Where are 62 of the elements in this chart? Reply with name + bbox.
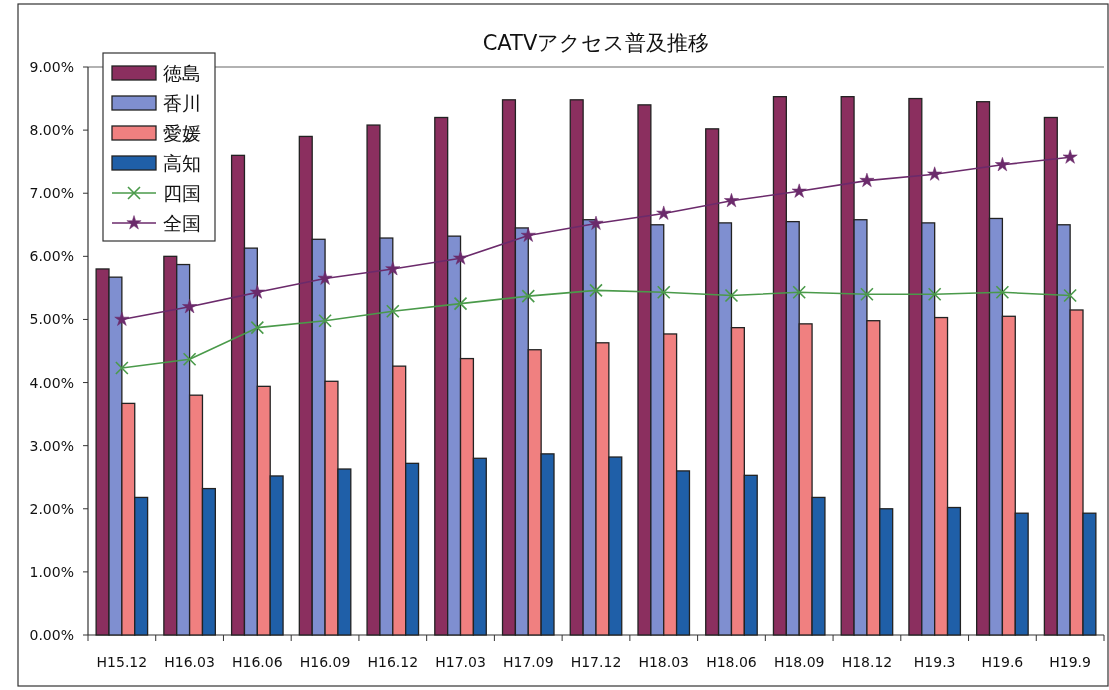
point <box>859 172 875 187</box>
y-tick-label: 9.00% <box>29 59 74 75</box>
point <box>1063 288 1077 303</box>
point <box>724 193 739 208</box>
x-tick-label: H18.09 <box>773 654 825 670</box>
point <box>453 250 468 265</box>
x-tick-label: H16.09 <box>299 654 351 670</box>
point <box>792 285 806 300</box>
point <box>114 311 130 326</box>
point <box>115 361 129 375</box>
chart-title: CATVアクセス普及推移 <box>482 31 710 55</box>
y-tick-label: 8.00% <box>29 122 74 139</box>
legend-label: 全国 <box>163 212 201 234</box>
x-tick-label: H15.12 <box>96 654 148 670</box>
x-tick-label: H16.03 <box>164 654 215 670</box>
legend-label: 徳島 <box>163 62 201 84</box>
point <box>1062 149 1078 164</box>
point <box>182 352 197 366</box>
point <box>385 261 401 276</box>
point <box>656 205 672 220</box>
point <box>927 287 942 301</box>
point <box>453 296 468 311</box>
point <box>860 287 874 301</box>
x-tick-label: H18.12 <box>841 654 893 670</box>
y-tick-label: 0.00% <box>29 627 74 643</box>
point <box>656 285 671 300</box>
x-tick-label: H17.12 <box>570 654 622 670</box>
point <box>182 299 197 314</box>
x-tick-label: H18.06 <box>706 654 757 670</box>
x-tick-label: H19.6 <box>981 654 1024 670</box>
legend-label: 香川 <box>163 92 201 114</box>
legend-label: 四国 <box>163 182 201 204</box>
x-tick-label: H17.03 <box>435 654 486 670</box>
y-tick-label: 4.00% <box>29 374 74 391</box>
point <box>588 215 604 230</box>
y-tick-label: 7.00% <box>29 185 74 202</box>
legend-label: 愛媛 <box>163 122 201 144</box>
y-tick-label: 6.00% <box>29 248 74 265</box>
point <box>249 284 265 299</box>
x-tick-label: H16.06 <box>232 654 283 670</box>
x-tick-label: H19.3 <box>913 654 956 670</box>
point <box>995 285 1010 300</box>
y-tick-label: 5.00% <box>29 311 74 328</box>
x-tick-label: H18.03 <box>638 654 690 670</box>
point <box>927 166 943 181</box>
point <box>521 289 536 303</box>
y-tick-label: 2.00% <box>29 500 74 517</box>
legend-label: 高知 <box>163 152 201 174</box>
point <box>250 320 265 335</box>
point <box>995 157 1010 172</box>
x-tick-label: H16.12 <box>367 654 419 670</box>
point <box>386 304 400 319</box>
point <box>724 288 739 303</box>
point <box>317 270 333 285</box>
point <box>589 283 603 298</box>
point <box>791 183 807 198</box>
y-tick-label: 1.00% <box>29 563 74 580</box>
y-tick-label: 3.00% <box>29 437 74 454</box>
x-tick-label: H17.09 <box>502 654 554 670</box>
point <box>520 227 536 242</box>
point <box>318 313 332 328</box>
x-tick-label: H19.9 <box>1049 654 1091 670</box>
